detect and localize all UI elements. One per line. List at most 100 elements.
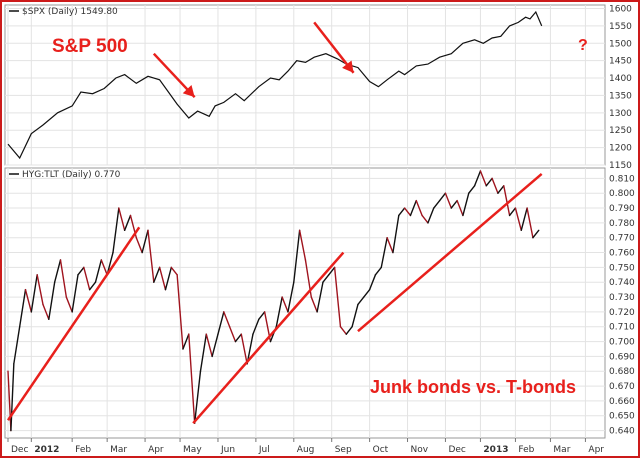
hygtlt-line-segment (10, 363, 15, 432)
hygtlt-line-segment (503, 185, 511, 217)
hygtlt-line-segment (88, 281, 97, 291)
hygtlt-y-tick-label: 0.720 (609, 308, 635, 318)
hygtlt-line-segment (310, 296, 318, 313)
hygtlt-line-segment (135, 237, 143, 254)
hygtlt-legend-text: HYG:TLT (Daily) 0.770 (22, 170, 121, 180)
x-tick-label: Jun (220, 445, 235, 455)
hygtlt-line-segment (170, 266, 178, 276)
hygtlt-line-segment (526, 207, 534, 239)
hygtlt-line-segment (497, 185, 505, 194)
hygtlt-y-tick-label: 0.700 (609, 338, 635, 348)
x-axis: Dec 2012 Feb Mar Apr May Jun Jul Aug Sep Oct Nov Dec… (7, 438, 604, 455)
hygtlt-gridlines (5, 168, 605, 438)
hygtlt-line-segment (479, 170, 487, 187)
hygtlt-y-tick-label: 0.670 (609, 382, 635, 392)
hygtlt-line-segment (182, 333, 190, 350)
hygtlt-y-tick-label: 0.650 (609, 412, 635, 422)
hygtlt-line-segment (234, 333, 243, 343)
x-tick-label: 2012 (34, 445, 59, 455)
x-tick-label: Nov (411, 445, 429, 455)
spx-y-tick-label: 1500 (609, 39, 632, 49)
hygtlt-y-ticks: 0.810 0.800 0.790 0.780 0.770 0.760 0.750 0.740… (609, 174, 635, 436)
hygtlt-trendlines (6, 172, 543, 424)
hygtlt-line-segment (48, 281, 56, 321)
hygtlt-line-segment (336, 296, 342, 328)
spx-y-tick-label: 1600 (609, 4, 632, 14)
hygtlt-line-segment (520, 207, 528, 232)
hygtlt-y-tick-label: 0.770 (609, 234, 635, 244)
spx-y-tick-label: 1550 (609, 22, 632, 32)
spx-y-tick-label: 1350 (609, 91, 632, 101)
hygtlt-line-segment (193, 370, 202, 424)
hygtlt-series-line (7, 170, 540, 432)
x-tick-label: 2013 (483, 445, 508, 455)
x-tick-label: Apr (148, 445, 164, 455)
hygtlt-line-segment (94, 259, 103, 283)
hygtlt-y-tick-label: 0.660 (609, 397, 635, 407)
hygtlt-line-segment (339, 326, 347, 335)
hygtlt-line-segment (59, 259, 68, 298)
hygtlt-line-segment (30, 274, 38, 313)
hygtlt-line-segment (228, 326, 237, 343)
hygtlt-line-segment (42, 303, 50, 321)
hygtlt-line-segment (287, 281, 295, 313)
hygtlt-y-tick-label: 0.730 (609, 293, 635, 303)
hygtlt-line-segment (258, 311, 266, 321)
hygtlt-line-segment (83, 266, 91, 291)
hygtlt-line-segment (508, 207, 517, 217)
hygtlt-annotation: Junk bonds vs. T-bonds (370, 377, 576, 397)
hygtlt-y-tick-label: 0.740 (609, 278, 635, 288)
hygtlt-y-tick-label: 0.690 (609, 352, 635, 362)
hygtlt-line-segment (421, 214, 429, 224)
x-tick-label: Oct (373, 445, 389, 455)
hygtlt-line-segment (205, 333, 213, 358)
x-tick-label: Dec (11, 445, 28, 455)
hygtlt-y-tick-label: 0.710 (609, 323, 635, 333)
hygtlt-line-segment (71, 274, 79, 313)
hygtlt-line-segment (158, 266, 167, 291)
spx-y-tick-label: 1150 (609, 161, 632, 171)
hygtlt-line-segment (240, 333, 248, 365)
hygtlt-line-segment (392, 214, 400, 254)
hygtlt-y-tick-label: 0.750 (609, 263, 635, 273)
hygtlt-line-segment (100, 259, 108, 276)
hygtlt-line-segment (293, 229, 301, 283)
hygtlt-line-segment (345, 326, 353, 335)
hygtlt-line-segment (65, 296, 73, 313)
hygtlt-line-segment (223, 311, 231, 328)
spx-legend-text: $SPX (Daily) 1549.80 (22, 7, 118, 17)
hygtlt-line-segment (13, 326, 21, 365)
hygtlt-trendline (357, 172, 543, 333)
hygtlt-line-segment (123, 214, 132, 232)
hygtlt-line-segment (386, 237, 394, 254)
spx-arrow-head (182, 85, 195, 98)
hygtlt-line-segment (328, 266, 336, 276)
spx-y-ticks: 1600 1550 1500 1450 1400 1350 1300 1250 1200 1150 (609, 4, 632, 171)
hygtlt-line-segment (18, 288, 27, 328)
x-tick-label: Aug (297, 445, 315, 455)
hygtlt-trendline (6, 226, 141, 421)
hygtlt-line-segment (112, 207, 120, 254)
hygtlt-line-segment (275, 296, 283, 328)
spx-question-mark: ? (578, 37, 588, 54)
hygtlt-y-tick-label: 0.680 (609, 367, 635, 377)
hygtlt-line-segment (322, 274, 330, 283)
hygtlt-y-tick-label: 0.790 (609, 204, 635, 214)
hygtlt-line-segment (514, 207, 522, 232)
spx-y-tick-label: 1400 (609, 74, 632, 84)
x-tick-label: Mar (110, 445, 127, 455)
spx-series-line (7, 10, 543, 160)
hygtlt-line-segment (141, 229, 149, 254)
spx-y-tick-label: 1300 (609, 109, 632, 119)
hygtlt-line-segment (368, 274, 377, 291)
x-tick-label: May (183, 445, 202, 455)
hygtlt-line-segment (24, 288, 33, 313)
hygtlt-y-tick-label: 0.810 (609, 174, 635, 184)
x-tick-label: Dec (448, 445, 465, 455)
hygtlt-line-segment (188, 333, 196, 424)
hygtlt-line-segment (246, 333, 254, 365)
hygtlt-line-segment (164, 266, 173, 291)
x-tick-label: Sep (335, 445, 352, 455)
hygtlt-line-segment (456, 199, 464, 217)
